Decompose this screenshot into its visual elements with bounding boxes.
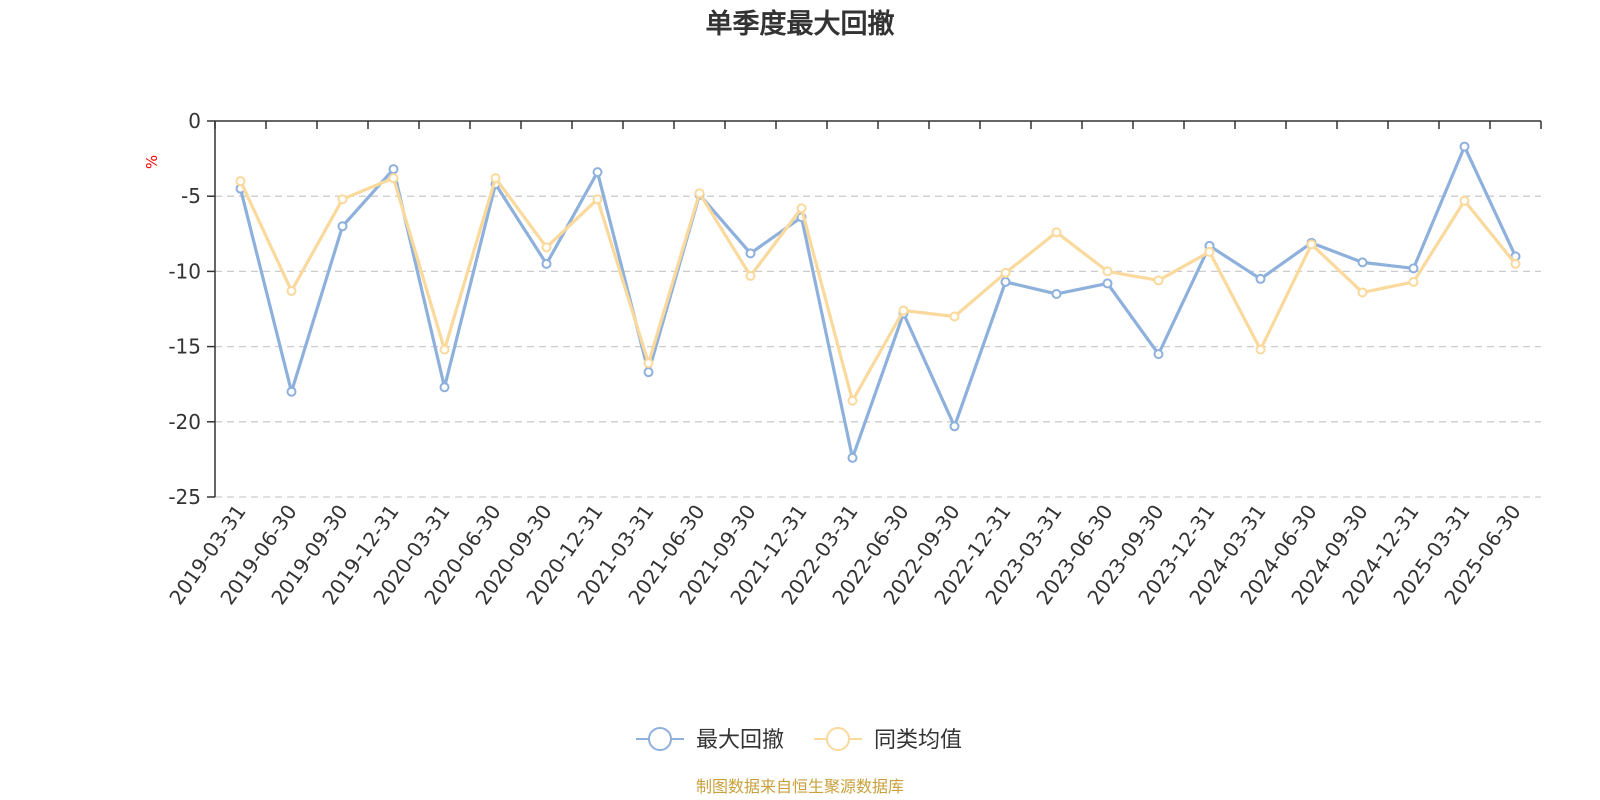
data-point <box>1306 239 1317 250</box>
y-tick-label: -15 <box>168 335 201 359</box>
data-point <box>592 167 603 178</box>
legend-marker <box>648 727 672 751</box>
data-point <box>1102 266 1113 277</box>
data-point <box>1459 195 1470 206</box>
data-point <box>1051 227 1062 238</box>
data-point <box>439 382 450 393</box>
data-point <box>1000 267 1011 278</box>
legend-marker <box>826 727 850 751</box>
data-point <box>541 258 552 269</box>
y-axis-unit: % <box>143 155 161 169</box>
data-point <box>1102 278 1113 289</box>
data-point <box>745 270 756 281</box>
data-point <box>1000 276 1011 287</box>
data-point <box>337 221 348 232</box>
data-point <box>847 395 858 406</box>
data-point <box>949 421 960 432</box>
legend-label: 同类均值 <box>874 728 962 753</box>
data-point <box>1153 349 1164 360</box>
y-tick-label: -25 <box>168 485 201 509</box>
y-tick-label: -5 <box>181 184 201 208</box>
data-point <box>796 203 807 214</box>
y-tick-label: 0 <box>188 109 201 133</box>
y-tick-label: -20 <box>168 410 201 434</box>
data-point <box>847 452 858 463</box>
data-source-note: 制图数据来自恒生聚源数据库 <box>696 777 904 796</box>
data-point <box>592 194 603 205</box>
data-point <box>235 176 246 187</box>
data-point <box>1459 141 1470 152</box>
y-tick-label: -10 <box>168 259 201 283</box>
data-point <box>643 358 654 369</box>
data-point <box>541 242 552 253</box>
series-layer <box>235 141 1521 463</box>
chart-title: 单季度最大回撤 <box>706 8 895 40</box>
data-point <box>694 188 705 199</box>
series-line <box>238 176 1518 403</box>
legend[interactable]: 最大回撤 同类均值 <box>636 727 962 753</box>
data-point <box>286 285 297 296</box>
data-point <box>1408 276 1419 287</box>
data-point <box>949 311 960 322</box>
data-point <box>898 305 909 316</box>
data-point <box>643 367 654 378</box>
data-point <box>1357 287 1368 298</box>
data-point <box>1255 273 1266 284</box>
data-point <box>490 173 501 184</box>
data-point <box>1510 258 1521 269</box>
data-point <box>337 194 348 205</box>
data-point <box>1204 246 1215 257</box>
data-point <box>1153 275 1164 286</box>
legend-item-1[interactable]: 最大回撤 <box>636 727 784 753</box>
legend-item-2[interactable]: 同类均值 <box>814 727 962 753</box>
axes: 0-5-10-15-20-252019-03-312019-06-302019-… <box>164 109 1542 609</box>
data-point <box>1051 288 1062 299</box>
legend-label: 最大回撤 <box>696 728 784 753</box>
data-point <box>1357 257 1368 268</box>
data-point <box>388 164 399 175</box>
series-2 <box>235 173 1521 406</box>
data-point <box>388 173 399 184</box>
data-point <box>1408 263 1419 274</box>
data-point <box>286 386 297 397</box>
series-line <box>238 144 1518 460</box>
data-point <box>439 344 450 355</box>
data-point <box>1255 344 1266 355</box>
data-point <box>745 248 756 259</box>
